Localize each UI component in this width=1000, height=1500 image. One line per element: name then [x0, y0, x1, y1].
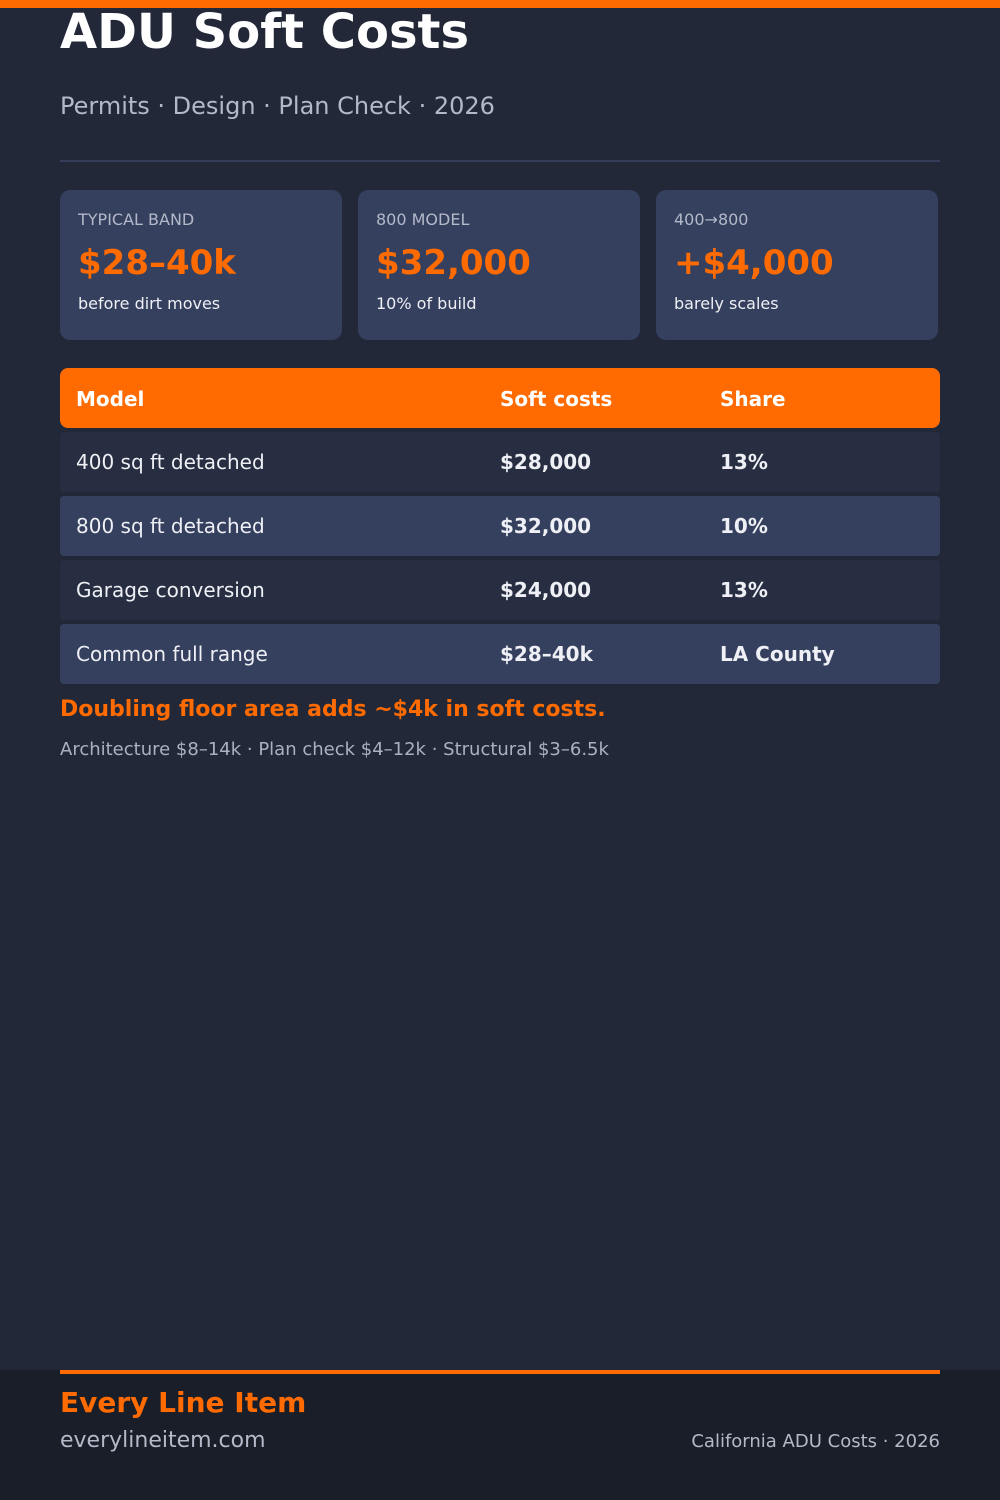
stat-card-note: 10% of build — [376, 294, 477, 313]
header-divider — [60, 160, 940, 162]
cell-soft-costs: $32,000 — [500, 514, 592, 538]
column-header-soft-costs: Soft costs — [500, 387, 613, 411]
stat-card-label: 400→800 — [674, 210, 749, 229]
cost-breakdown-note: Architecture $8–14k · Plan check $4–12k … — [60, 739, 609, 760]
cell-model: Garage conversion — [76, 578, 265, 602]
table-row: Common full range $28–40k LA County — [60, 624, 940, 684]
stat-card-note: before dirt moves — [78, 294, 221, 313]
cell-share: 10% — [720, 514, 768, 538]
stat-card-value: +$4,000 — [674, 243, 834, 283]
table-row: Garage conversion $24,000 13% — [60, 560, 940, 620]
brand-name: Every Line Item — [60, 1386, 307, 1419]
cell-model: 800 sq ft detached — [76, 514, 265, 538]
stat-card-400-to-800: 400→800 +$4,000 barely scales — [656, 190, 938, 340]
page-subtitle: Permits · Design · Plan Check · 2026 — [60, 92, 495, 120]
column-header-share: Share — [720, 387, 786, 411]
cell-share: 13% — [720, 450, 768, 474]
cell-soft-costs: $28–40k — [500, 642, 593, 666]
table-row: 400 sq ft detached $28,000 13% — [60, 432, 940, 492]
table-row: 800 sq ft detached $32,000 10% — [60, 496, 940, 556]
cell-share: LA County — [720, 642, 835, 666]
footer: Every Line Item everylineitem.com Califo… — [0, 1370, 1000, 1500]
key-insight-callout: Doubling floor area adds ~$4k in soft co… — [60, 697, 606, 722]
stat-cards: TYPICAL BAND $28–40k before dirt moves 8… — [60, 190, 940, 340]
cell-soft-costs: $28,000 — [500, 450, 592, 474]
stat-card-label: TYPICAL BAND — [78, 210, 195, 229]
cell-model: Common full range — [76, 642, 268, 666]
stat-card-800-model: 800 MODEL $32,000 10% of build — [358, 190, 640, 340]
stat-card-label: 800 MODEL — [376, 210, 470, 229]
footer-accent-rule — [60, 1370, 940, 1374]
page-title: ADU Soft Costs — [60, 4, 470, 60]
top-accent-bar — [0, 0, 1000, 8]
cell-share: 13% — [720, 578, 768, 602]
cell-soft-costs: $24,000 — [500, 578, 592, 602]
footer-tagline: California ADU Costs · 2026 — [691, 1431, 940, 1452]
site-url: everylineitem.com — [60, 1428, 266, 1453]
cell-model: 400 sq ft detached — [76, 450, 265, 474]
stat-card-typical-band: TYPICAL BAND $28–40k before dirt moves — [60, 190, 342, 340]
stat-card-value: $28–40k — [78, 243, 236, 283]
stat-card-note: barely scales — [674, 294, 779, 313]
table-header: Model Soft costs Share — [60, 368, 940, 428]
column-header-model: Model — [76, 387, 145, 411]
stat-card-value: $32,000 — [376, 243, 531, 283]
